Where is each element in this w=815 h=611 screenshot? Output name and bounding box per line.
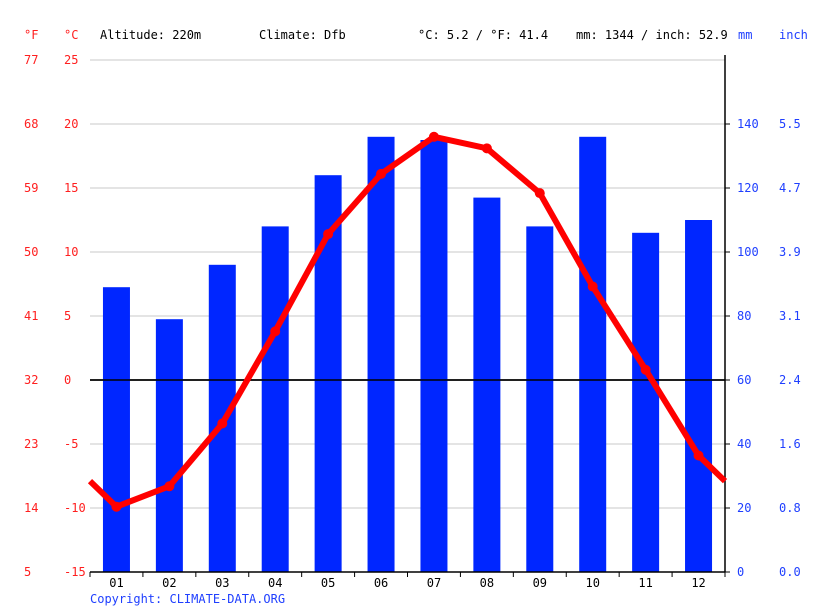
month-label: 06 — [374, 576, 388, 590]
average-temperature-label: °C: 5.2 / °F: 41.4 — [418, 28, 549, 42]
altitude-label: Altitude: 220m — [100, 28, 202, 42]
fahrenheit-tick-label: 50 — [24, 245, 38, 259]
month-label: 10 — [585, 576, 599, 590]
celsius-tick-label: 15 — [64, 181, 78, 195]
temperature-point — [323, 229, 334, 240]
month-label: 11 — [638, 576, 652, 590]
month-label: 01 — [109, 576, 123, 590]
temperature-point — [587, 281, 598, 292]
temperature-point — [693, 450, 704, 461]
fahrenheit-tick-label: 41 — [24, 309, 38, 323]
precipitation-bar — [367, 136, 395, 573]
fahrenheit-unit-label: °F — [24, 28, 39, 42]
month-label: 12 — [691, 576, 705, 590]
precipitation-bar — [102, 287, 130, 572]
mm-tick-label: 60 — [737, 373, 751, 387]
celsius-tick-label: 5 — [64, 309, 71, 323]
precipitation-bar — [155, 319, 183, 572]
celsius-tick-label: 10 — [64, 245, 78, 259]
fahrenheit-tick-label: 77 — [24, 53, 38, 67]
temperature-line — [87, 133, 728, 510]
celsius-tick-label: -15 — [64, 565, 86, 579]
mm-tick-label: 80 — [737, 309, 751, 323]
mm-tick-label: 0 — [737, 565, 744, 579]
fahrenheit-tick-label: 23 — [24, 437, 38, 451]
temperature-point — [481, 143, 492, 154]
mm-tick-label: 140 — [737, 117, 759, 131]
temperature-point — [217, 418, 228, 429]
precipitation-bar — [261, 226, 289, 572]
celsius-tick-label: -10 — [64, 501, 86, 515]
precipitation-bar — [685, 220, 713, 572]
mm-tick-label: 40 — [737, 437, 751, 451]
temperature-point — [640, 364, 651, 375]
precipitation-bar — [420, 140, 448, 572]
fahrenheit-tick-label: 14 — [24, 501, 38, 515]
celsius-tick-label: 20 — [64, 117, 78, 131]
mm-unit-label: mm — [738, 28, 753, 42]
copyright-link[interactable]: Copyright: CLIMATE-DATA.ORG — [90, 592, 286, 606]
temperature-point — [534, 188, 545, 199]
celsius-tick-label: 0 — [64, 373, 71, 387]
month-label: 05 — [321, 576, 335, 590]
precipitation-bar — [526, 226, 554, 572]
month-label: 03 — [215, 576, 229, 590]
fahrenheit-tick-label: 32 — [24, 373, 38, 387]
inch-tick-label: 0.8 — [779, 501, 801, 515]
temperature-point — [428, 131, 439, 142]
celsius-unit-label: °C — [64, 28, 79, 42]
fahrenheit-tick-label: 59 — [24, 181, 38, 195]
temperature-point — [164, 481, 175, 492]
inch-tick-label: 4.7 — [779, 181, 801, 195]
precipitation-total-label: mm: 1344 / inch: 52.9 — [576, 28, 728, 42]
celsius-tick-label: -5 — [64, 437, 78, 451]
inch-tick-label: 0.0 — [779, 565, 801, 579]
inch-tick-label: 3.1 — [779, 309, 801, 323]
temperature-point — [376, 168, 387, 179]
mm-tick-label: 120 — [737, 181, 759, 195]
temperature-point — [270, 326, 281, 337]
month-label: 09 — [533, 576, 547, 590]
inch-tick-label: 2.4 — [779, 373, 801, 387]
mm-tick-label: 100 — [737, 245, 759, 259]
inch-unit-label: inch — [779, 28, 808, 42]
precipitation-bar — [579, 136, 607, 573]
mm-tick-label: 20 — [737, 501, 751, 515]
precipitation-bar — [473, 197, 501, 572]
climate-label: Climate: Dfb — [259, 28, 346, 42]
month-label: 08 — [480, 576, 494, 590]
precipitation-bar — [314, 175, 342, 572]
month-label: 07 — [427, 576, 441, 590]
inch-tick-label: 1.6 — [779, 437, 801, 451]
inch-tick-label: 5.5 — [779, 117, 801, 131]
inch-tick-label: 3.9 — [779, 245, 801, 259]
month-label: 02 — [162, 576, 176, 590]
temperature-point — [111, 501, 122, 512]
fahrenheit-tick-label: 5 — [24, 565, 31, 579]
precipitation-bar — [632, 232, 660, 573]
month-label: 04 — [268, 576, 282, 590]
celsius-tick-label: 25 — [64, 53, 78, 67]
fahrenheit-tick-label: 68 — [24, 117, 38, 131]
